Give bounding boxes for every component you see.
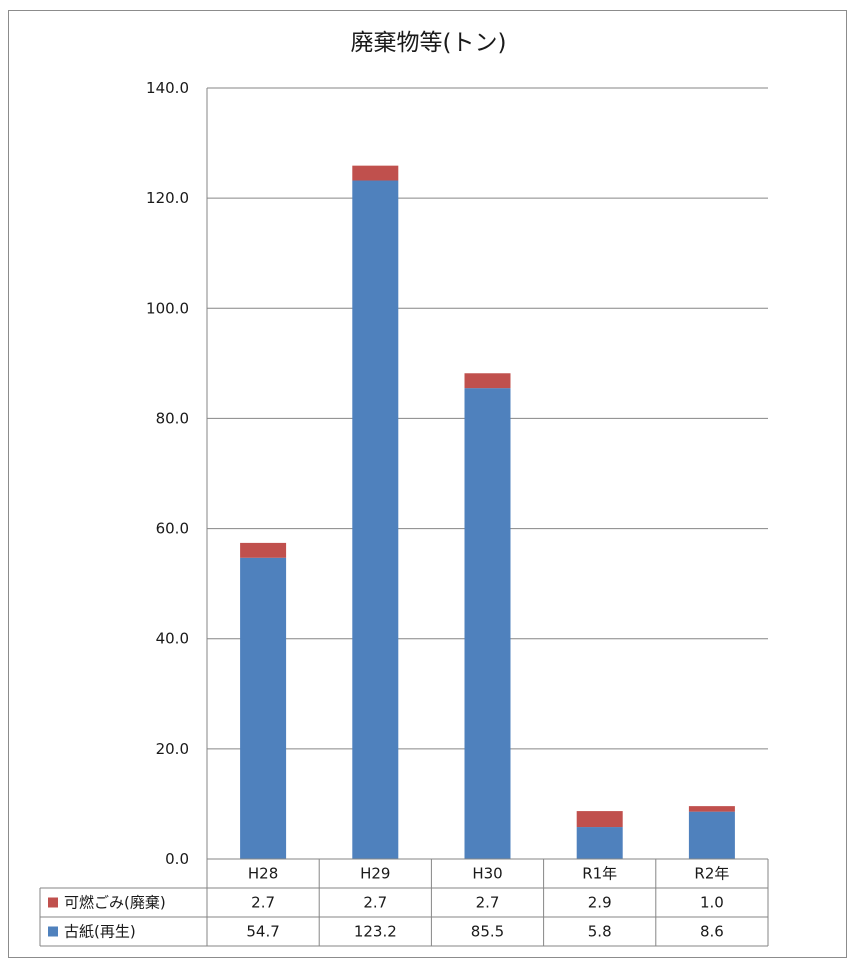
y-tick-label: 60.0 xyxy=(156,520,189,538)
category-label: H30 xyxy=(472,865,502,883)
data-label: 85.5 xyxy=(471,923,504,941)
y-tick-label: 0.0 xyxy=(165,850,189,868)
y-tick-label: 120.0 xyxy=(146,189,189,207)
category-label: R2年 xyxy=(694,865,729,883)
data-label: 8.6 xyxy=(700,923,724,941)
bar-segment xyxy=(352,165,399,181)
legend-label: 可燃ごみ(廃棄) xyxy=(64,894,166,912)
y-tick-label: 20.0 xyxy=(156,740,189,758)
data-label: 123.2 xyxy=(354,923,397,941)
data-label: 2.9 xyxy=(588,894,612,912)
bar-segment xyxy=(352,180,399,859)
bar-segment xyxy=(576,811,623,828)
data-label: 2.7 xyxy=(363,894,387,912)
bar-segment xyxy=(240,542,287,558)
category-label: R1年 xyxy=(582,865,617,883)
y-tick-label: 40.0 xyxy=(156,630,189,648)
bars xyxy=(240,165,735,859)
bar-segment xyxy=(688,811,735,859)
bar-segment xyxy=(464,373,511,389)
bar-segment xyxy=(464,388,511,859)
category-label: H28 xyxy=(248,865,278,883)
axes: 0.0 20.0 40.0 60.0 80.0 100.0 120.0 140.0 xyxy=(146,79,208,868)
bar-segment xyxy=(240,557,287,859)
data-label: 5.8 xyxy=(588,923,612,941)
data-label: 2.7 xyxy=(251,894,275,912)
y-tick-label: 100.0 xyxy=(146,299,189,317)
legend-label: 古紙(再生) xyxy=(64,923,136,941)
data-label: 54.7 xyxy=(246,923,279,941)
bar-segment xyxy=(576,827,623,859)
category-label: H29 xyxy=(360,865,390,883)
chart-frame xyxy=(8,10,847,958)
y-tick-label: 140.0 xyxy=(146,79,189,97)
data-label: 2.7 xyxy=(476,894,500,912)
chart-title: 廃棄物等(トン) xyxy=(350,30,507,56)
legend-key xyxy=(48,926,58,937)
y-tick-label: 80.0 xyxy=(156,409,189,427)
legend-key xyxy=(48,897,58,908)
data-label: 1.0 xyxy=(700,894,724,912)
bar-segment xyxy=(688,806,735,812)
